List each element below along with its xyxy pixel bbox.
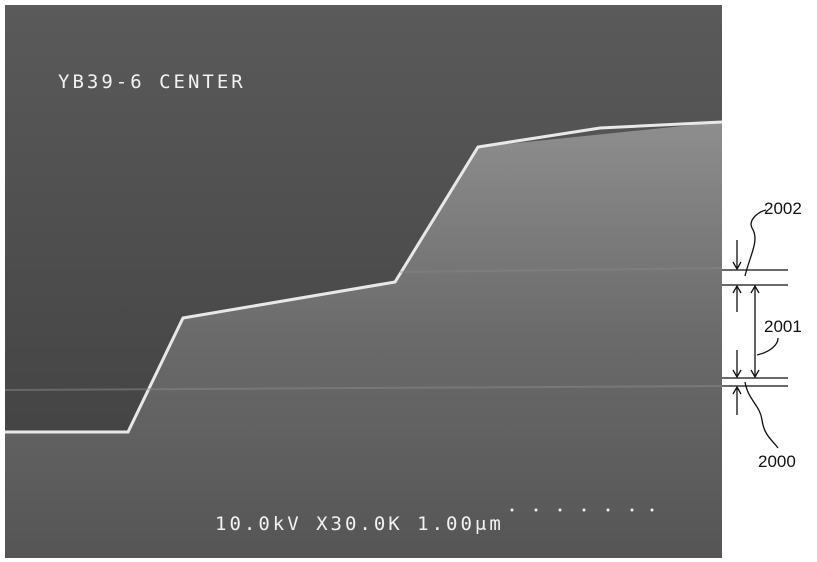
micrograph: YB39-6 CENTER 10.0kV X30.0K 1.00μm <box>5 5 722 558</box>
label-2002: 2002 <box>764 199 802 218</box>
sem-info: 10.0kV X30.0K 1.00μm <box>215 513 504 535</box>
sample-caption: YB39-6 CENTER <box>58 71 246 93</box>
figure: YB39-6 CENTER 10.0kV X30.0K 1.00μm 2002 … <box>0 0 817 562</box>
label-2001: 2001 <box>764 317 802 336</box>
page: YB39-6 CENTER 10.0kV X30.0K 1.00μm 2002 … <box>0 0 817 562</box>
label-2000: 2000 <box>758 452 796 471</box>
